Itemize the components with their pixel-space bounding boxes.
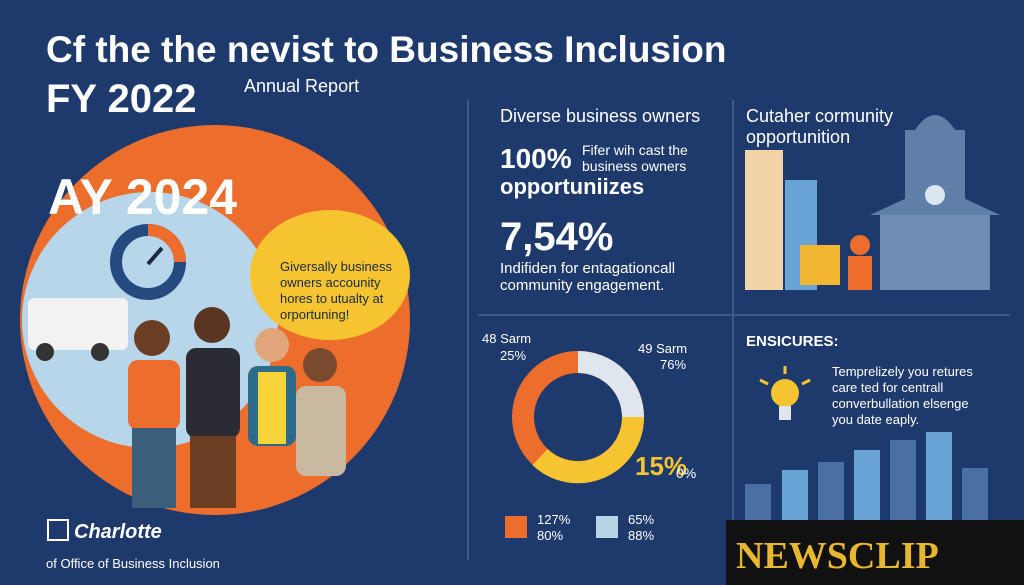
panel-heading: Diverse business owners	[500, 106, 700, 126]
watermark: NEWSCLIP	[736, 535, 939, 577]
panel-heading: ENSICURES:	[746, 333, 839, 350]
donut-label: 48 Sarm	[482, 331, 531, 346]
donut	[512, 351, 645, 484]
stat: 7,54%	[500, 215, 613, 259]
stat-note: community engagement.	[500, 277, 664, 294]
legend-value: 127%	[537, 512, 571, 527]
people	[128, 307, 346, 508]
panel-text: care ted for centrall	[832, 380, 943, 395]
wheel	[36, 343, 54, 361]
hero-year: AY 2024	[48, 169, 237, 225]
stat-label: opportuniizes	[500, 174, 644, 199]
van	[28, 298, 128, 350]
bubble-line: hores to utualty at	[280, 291, 384, 306]
stat-note: Indifiden for entagationcall	[500, 260, 675, 277]
gauge-arc	[147, 224, 186, 263]
year: FY 2022	[46, 77, 197, 121]
title: Cf the the nevist to Business Inclusion	[46, 29, 727, 70]
panel-text: converbullation elsenge	[832, 396, 969, 411]
subtitle: Annual Report	[244, 76, 359, 96]
legend-value: 65%	[628, 512, 654, 527]
stat-note: Fifer wih cast the	[582, 142, 688, 158]
footer-org: of Office of Business Inclusion	[46, 556, 220, 571]
stat: 100%	[500, 143, 572, 174]
bubble-line: Giversally business	[280, 259, 392, 274]
gauge-needle	[146, 246, 164, 266]
bubble-line: orportuning!	[280, 307, 349, 322]
logo-icon	[47, 519, 69, 541]
logo: Charlotte	[74, 521, 162, 543]
donut-sub: 0%	[676, 465, 696, 481]
donut-center: 15%	[635, 451, 687, 481]
legend-swatch	[505, 516, 527, 538]
stat-note: business owners	[582, 158, 686, 174]
legend-swatch	[596, 516, 618, 538]
speech-bubble	[250, 210, 410, 340]
panel-text: you date eaply.	[832, 412, 919, 427]
panel-text: Temprelizely you retures	[832, 364, 973, 379]
panel-heading: opportunition	[746, 127, 850, 147]
city-illustration	[745, 115, 1000, 290]
lightbulb	[759, 366, 811, 420]
bubble-line: owners accounity	[280, 275, 381, 290]
watermark-box	[726, 520, 1024, 585]
donut-label: 49 Sarm	[638, 341, 687, 356]
wheel	[91, 343, 109, 361]
legend-value: 80%	[537, 528, 563, 543]
panel-heading: Cutaher cormunity	[746, 106, 893, 126]
legend-value: 88%	[628, 528, 654, 543]
donut-label: 76%	[660, 357, 686, 372]
donut-label: 25%	[500, 348, 526, 363]
